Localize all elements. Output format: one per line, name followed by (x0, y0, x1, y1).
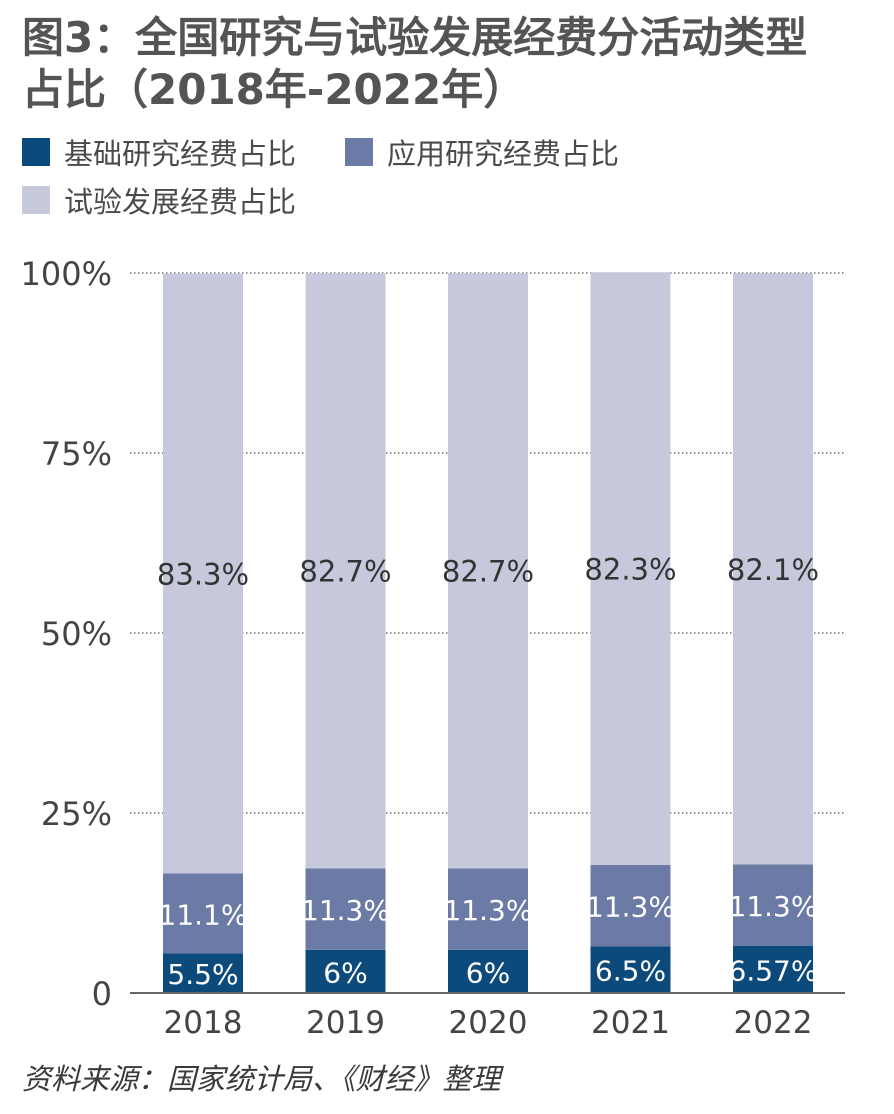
bar-segment (305, 273, 386, 869)
legend-label-applied: 应用研究经费占比 (387, 137, 620, 171)
legend-item-applied: 应用研究经费占比 (345, 132, 619, 172)
bar-segment (590, 272, 671, 865)
data-label: 82.3% (584, 553, 676, 587)
x-tick-label: 2019 (306, 1005, 385, 1041)
data-label: 6.57% (729, 954, 818, 987)
data-label: 82.7% (442, 555, 534, 589)
data-label: 11.3% (586, 891, 675, 924)
legend-item-experimental: 试验发展经费占比 (22, 180, 296, 220)
y-tick-label: 75% (41, 435, 112, 473)
stacked-bar-chart: 0 25% 50% 75% 100% 5.5% 11.1% 83.3% 2018 6% 11.3% 8… (21, 255, 845, 1041)
bar-segment (733, 945, 813, 993)
legend-swatch-applied (345, 138, 373, 166)
title-line-2: 占比（2018年-2022年） (22, 65, 526, 114)
x-tick-label: 2022 (734, 1005, 813, 1041)
legend-swatch-basic (22, 138, 50, 166)
data-label: 82.1% (727, 553, 819, 587)
data-label: 5.5% (167, 958, 238, 991)
y-tick-label: 0 (92, 975, 112, 1013)
data-label: 6% (323, 956, 367, 989)
bar-segment (448, 868, 528, 950)
data-label: 6.5% (595, 955, 666, 988)
legend-item-basic: 基础研究经费占比 (22, 132, 296, 172)
bar-segment (163, 953, 243, 993)
legend-label-basic: 基础研究经费占比 (64, 137, 297, 171)
bar-segment (733, 864, 813, 946)
bar-segment (163, 873, 243, 954)
data-label: 82.7% (299, 555, 391, 589)
title-line-1: 图3：全国研究与试验发展经费分活动类型 (22, 13, 808, 62)
bar-segment (590, 864, 671, 947)
bar-segment (448, 949, 528, 993)
data-label: 11.1% (159, 898, 248, 931)
y-tick-label: 25% (41, 795, 112, 833)
bar-segment (733, 273, 813, 865)
legend-swatch-experimental (22, 186, 50, 214)
data-label: 11.3% (301, 894, 390, 927)
bar-segment (163, 273, 243, 874)
data-label: 6% (466, 956, 510, 989)
y-tick-label: 50% (41, 615, 112, 653)
chart-title: 图3：全国研究与试验发展经费分活动类型 占比（2018年-2022年） (22, 12, 882, 116)
bar-segment (305, 868, 386, 950)
y-tick-label: 100% (21, 255, 112, 293)
x-tick-label: 2020 (449, 1005, 528, 1041)
x-tick-label: 2018 (164, 1005, 243, 1041)
data-label: 11.3% (729, 890, 818, 923)
legend-label-experimental: 试验发展经费占比 (64, 185, 297, 219)
bar-segment (448, 273, 528, 869)
data-label: 11.3% (444, 894, 533, 927)
bar-segment (305, 949, 386, 993)
data-label: 83.3% (157, 558, 249, 592)
x-tick-label: 2021 (591, 1005, 670, 1041)
bar-segment (590, 946, 671, 993)
source-note: 资料来源：国家统计局、《财经》整理 (22, 1062, 501, 1096)
